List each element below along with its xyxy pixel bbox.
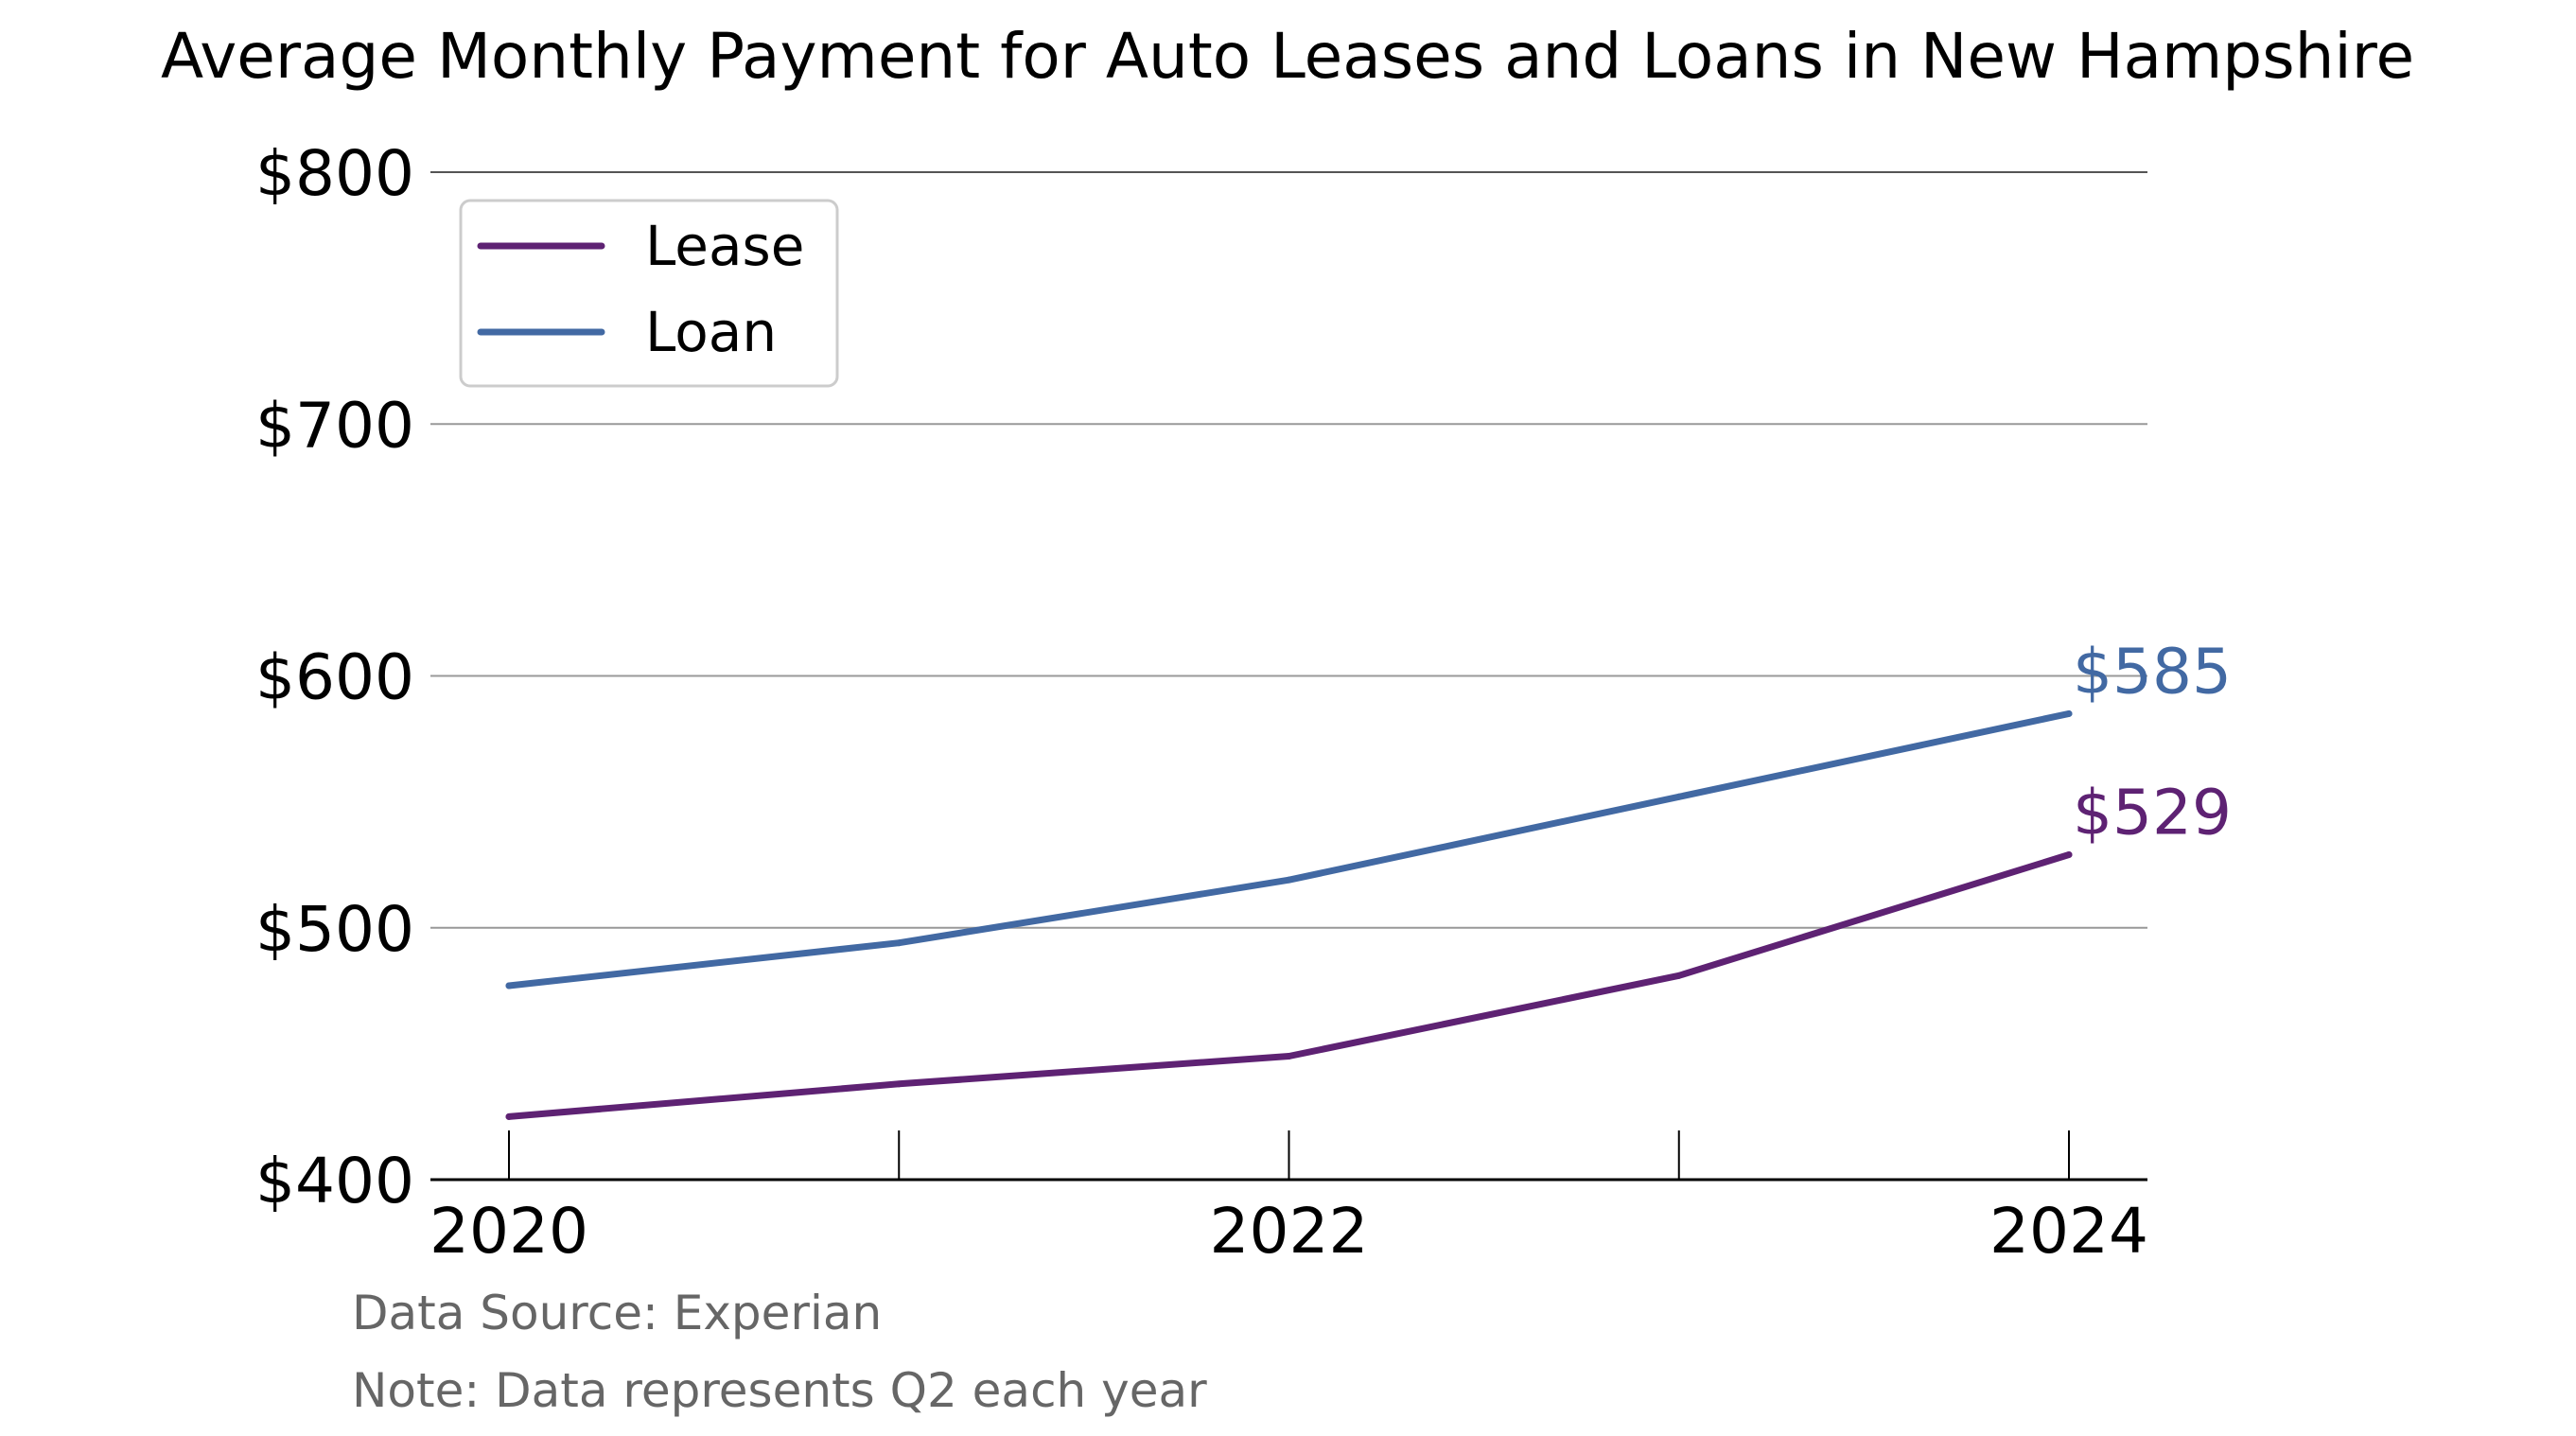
q2-note: Note: Data represents Q2 each year [352,1363,1207,1418]
data-point-loan-2022 [1286,876,1292,884]
end-label-loan: $585 [2073,635,2232,708]
series-line-lease [505,851,2073,1120]
legend-label-lease: Lease [645,214,804,278]
y-tick-label-600: $600 [255,641,414,714]
y-tick-label-800: $800 [255,137,414,210]
series-line-loan [505,709,2073,989]
data-point-lease-2024 [2065,851,2073,859]
y-tick-label-700: $700 [255,389,414,462]
x-tick-label-2022: 2022 [1210,1195,1369,1268]
data-point-loan-2021 [895,939,902,947]
y-axis: $400 $500 $600 $700 $800 [255,137,414,1217]
y-tick-label-500: $500 [255,893,414,966]
y-tick-label-400: $400 [255,1145,414,1217]
end-labels: $529 $585 [2073,635,2232,849]
data-source-note: Data Source: Experian [352,1286,882,1340]
data-point-lease-2020 [505,1112,513,1120]
x-axis: 2020 2022 2024 [429,1130,2148,1268]
legend: Lease Loan [459,199,839,388]
chart-title: Average Monthly Payment for Auto Leases … [161,20,2414,93]
x-tick-label-2020: 2020 [429,1195,588,1268]
series-lines [505,709,2073,1120]
data-point-loan-2020 [505,982,513,989]
data-point-loan-2024 [2065,709,2073,717]
data-point-lease-2023 [1675,972,1683,979]
data-point-lease-2021 [895,1080,902,1088]
x-tick-label-2024: 2024 [1989,1195,2148,1268]
legend-label-loan: Loan [645,300,777,364]
end-label-lease: $529 [2073,777,2232,849]
data-point-loan-2023 [1675,793,1683,800]
data-point-lease-2022 [1286,1053,1292,1060]
